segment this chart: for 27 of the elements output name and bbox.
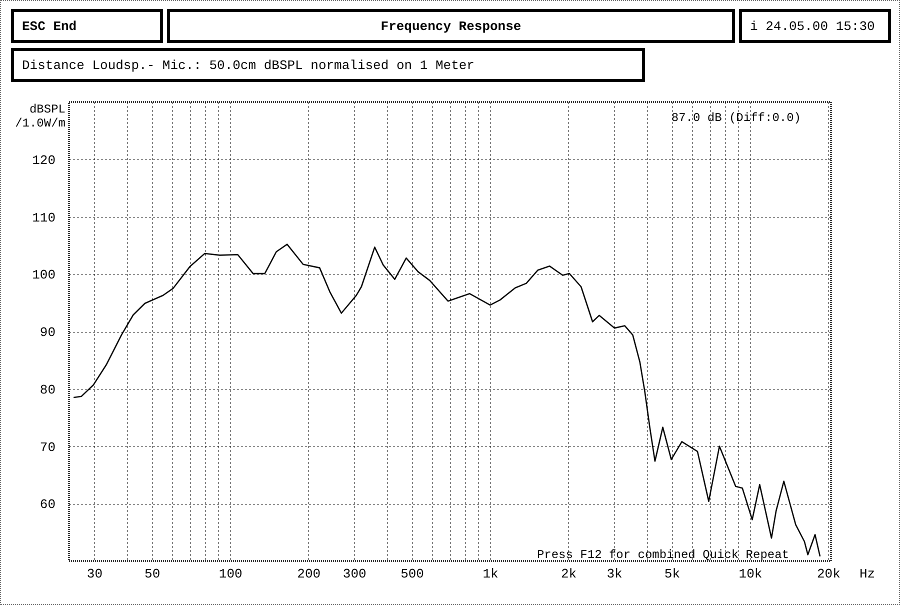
chart-title: Frequency Response [167, 9, 735, 43]
annotation: Press F12 for combined Quick Repeat [536, 548, 789, 562]
text: ESC End [11, 9, 163, 43]
annotation: 87.0 dB (Diff:0.0) [671, 111, 801, 125]
x-tick-label: 1k [482, 566, 499, 582]
y-tick-label: 70 [40, 440, 56, 455]
x-axis-title: Hz [860, 566, 876, 582]
x-tick-label: 50 [144, 566, 160, 582]
y-tick-label: 60 [40, 497, 56, 512]
text: i 24.05.00 15:30 [739, 9, 891, 43]
x-tick-label: 5k [664, 566, 680, 582]
x-tick-label: 200 [297, 566, 321, 582]
y-tick-label: 100 [32, 268, 56, 283]
x-tick-label: 30 [86, 566, 102, 582]
y-tick-label: 110 [32, 210, 56, 226]
x-tick-label: 20k [817, 566, 841, 582]
chart-subtitle: Distance Loudsp.- Mic.: 50.0cm dBSPL normalised on 1 Meter [11, 48, 645, 82]
x-tick-label: 10k [738, 566, 762, 582]
y-axis-title: dBSPL /1.0W/m [15, 102, 66, 130]
x-tick-label: 300 [342, 566, 366, 582]
y-tick-label: 80 [40, 382, 56, 398]
y-tick-label: 90 [40, 325, 56, 340]
y-tick-label: 120 [32, 152, 56, 168]
x-tick-label: 3k [606, 566, 623, 582]
x-tick-label: 2k [560, 566, 577, 582]
x-tick-label: 100 [218, 566, 242, 582]
x-tick-label: 500 [400, 566, 424, 582]
